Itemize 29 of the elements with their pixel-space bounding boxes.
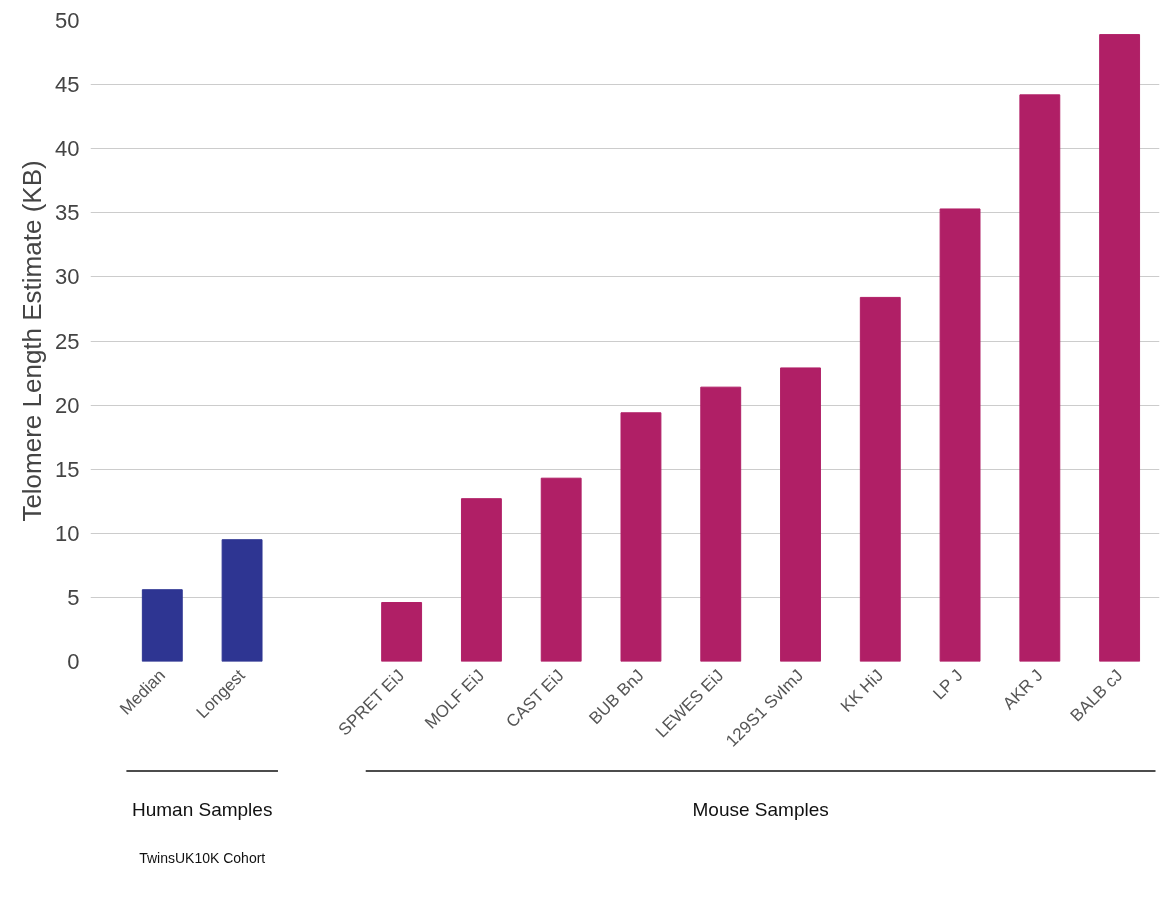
x-tick-label: KK HiJ [836, 665, 888, 716]
bar [540, 477, 582, 662]
y-tick-label: 50 [55, 8, 80, 33]
text: Human Samples [131, 799, 273, 821]
text: Mouse Samples [692, 799, 829, 821]
bar [700, 386, 742, 662]
bar [859, 296, 901, 662]
bar [460, 498, 502, 662]
y-tick-label: 45 [55, 72, 80, 98]
y-tick-label: 15 [55, 456, 80, 482]
y-tick-label: 20 [55, 392, 80, 418]
bar [620, 412, 662, 662]
x-tick-label: LP J [929, 665, 967, 704]
bar [780, 367, 821, 662]
bar [381, 602, 423, 662]
y-tick-label: 5 [67, 584, 80, 610]
text: TwinsUK10K Cohort [139, 850, 266, 866]
y-tick-label: 35 [55, 200, 80, 226]
bar [1099, 34, 1141, 662]
y-tick-label: 25 [55, 328, 80, 354]
y-tick-label: 40 [55, 136, 80, 162]
y-tick-label: 0 [67, 649, 80, 674]
bar [939, 208, 981, 662]
y-tick-label: 30 [55, 264, 80, 290]
y-axis-title: Telomere Length Estimate (KB) [17, 160, 48, 522]
y-tick-label: 10 [55, 520, 80, 546]
bar [141, 589, 183, 662]
bar [221, 539, 263, 662]
bar [1019, 94, 1061, 662]
